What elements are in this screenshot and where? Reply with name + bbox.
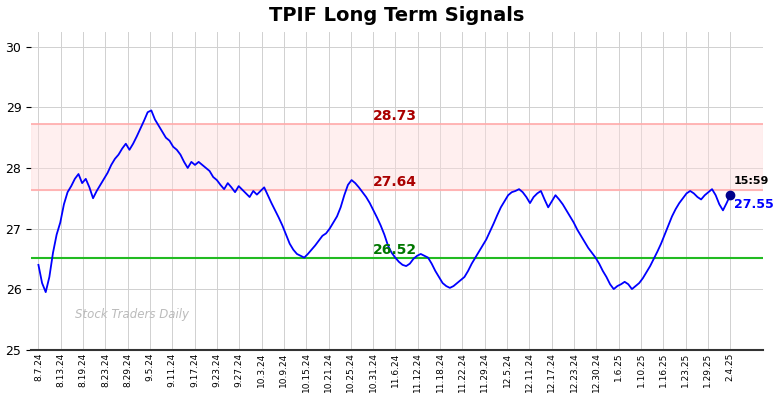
Text: 27.64: 27.64 — [373, 175, 417, 189]
Bar — [31, 124, 763, 190]
Text: 28.73: 28.73 — [373, 109, 417, 123]
Text: 26.52: 26.52 — [373, 243, 417, 257]
Text: 15:59: 15:59 — [734, 176, 769, 186]
Text: 27.55: 27.55 — [734, 198, 774, 211]
Title: TPIF Long Term Signals: TPIF Long Term Signals — [270, 6, 524, 25]
Text: Stock Traders Daily: Stock Traders Daily — [75, 308, 189, 321]
